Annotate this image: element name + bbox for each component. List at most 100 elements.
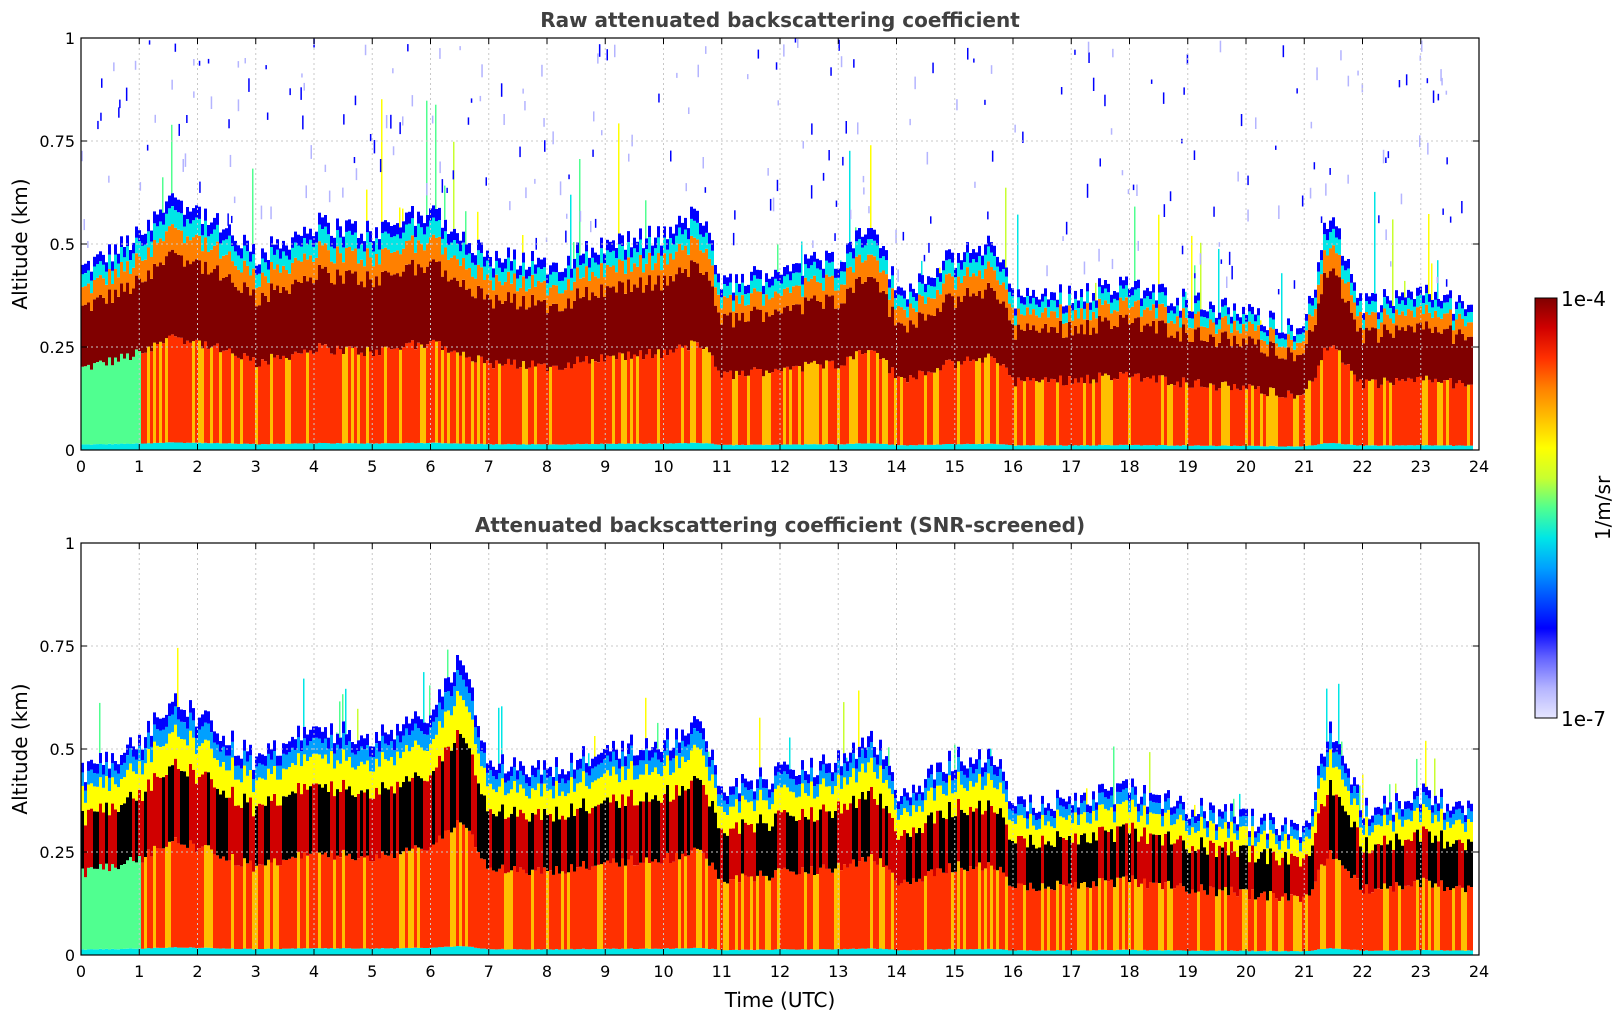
heatmap-cell <box>402 443 405 450</box>
heatmap-cell <box>1443 380 1446 446</box>
heatmap-cell <box>348 247 351 271</box>
heatmap-cell <box>498 267 501 282</box>
heatmap-cell <box>1281 397 1284 447</box>
heatmap-cell <box>954 871 957 950</box>
heatmap-cell <box>468 830 471 947</box>
heatmap-cell <box>1053 311 1056 328</box>
heatmap-cell <box>168 335 171 443</box>
heatmap-cell <box>714 949 717 955</box>
heatmap-cell <box>93 786 96 812</box>
noise-speck <box>1446 157 1448 165</box>
heatmap-cell <box>672 747 675 759</box>
heatmap-cell <box>318 212 321 225</box>
heatmap-cell <box>1332 268 1335 346</box>
heatmap-cell <box>1041 328 1044 380</box>
heatmap-cell <box>1440 308 1443 319</box>
heatmap-cell <box>930 277 933 287</box>
heatmap-cell <box>1179 387 1182 446</box>
heatmap-cell <box>354 948 357 955</box>
heatmap-cell <box>246 751 249 762</box>
heatmap-cell <box>1305 330 1308 344</box>
heatmap-cell <box>246 948 249 955</box>
noise-speck <box>186 115 188 123</box>
heatmap-cell <box>876 260 879 282</box>
heatmap-cell <box>606 948 609 955</box>
heatmap-cell <box>1293 398 1296 447</box>
heatmap-cell <box>1287 334 1290 348</box>
heatmap-cell <box>1113 445 1116 450</box>
heatmap-cell <box>966 287 969 357</box>
heatmap-cell <box>357 263 360 285</box>
noise-speck <box>863 187 865 195</box>
heatmap-cell <box>1086 303 1089 320</box>
noise-speck <box>411 95 414 107</box>
heatmap-cell <box>669 760 672 775</box>
heatmap-cell <box>723 296 726 314</box>
heatmap-cell <box>1131 323 1134 377</box>
heatmap-cell <box>1398 296 1401 304</box>
heatmap-cell <box>843 303 846 366</box>
heatmap-cell <box>549 366 552 445</box>
heatmap-cell <box>243 443 246 450</box>
heatmap-cell <box>870 443 873 450</box>
heatmap-cell <box>927 777 930 791</box>
heatmap-cell <box>294 279 297 352</box>
noise-speck <box>1110 128 1113 135</box>
heatmap-cell <box>807 281 810 301</box>
noise-speck <box>1282 45 1285 58</box>
heatmap-cell <box>702 225 705 237</box>
heatmap-cell <box>768 880 771 950</box>
heatmap-cell <box>678 227 681 244</box>
heatmap-cell <box>798 820 801 874</box>
heatmap-cell <box>270 283 273 354</box>
heatmap-cell <box>900 803 903 815</box>
heatmap-cell <box>150 948 153 955</box>
heatmap-cell <box>882 256 885 271</box>
heatmap-cell <box>132 798 135 862</box>
heatmap-cell <box>1317 262 1320 272</box>
heatmap-cell <box>171 334 174 443</box>
heatmap-cell <box>543 949 546 955</box>
heatmap-cell <box>861 262 864 284</box>
heatmap-cell <box>585 949 588 955</box>
heatmap-cell <box>705 443 708 450</box>
heatmap-cell <box>159 747 162 778</box>
heatmap-cell <box>1005 289 1008 308</box>
heatmap-cell <box>1029 303 1032 315</box>
heatmap-cell <box>129 260 132 274</box>
heatmap-cell <box>519 784 522 810</box>
heatmap-cell <box>204 771 207 845</box>
heatmap-cell <box>114 443 117 450</box>
heatmap-cell <box>1350 274 1353 283</box>
heatmap-cell <box>732 879 735 950</box>
heatmap-cell <box>300 235 303 247</box>
heatmap-cell <box>600 777 603 804</box>
heatmap-cell <box>1317 303 1320 366</box>
heatmap-cell <box>732 292 735 301</box>
heatmap-cell <box>1413 332 1416 382</box>
heatmap-cell <box>117 277 120 297</box>
heatmap-cell <box>1059 320 1062 376</box>
heatmap-cell <box>516 871 519 950</box>
heatmap-cell <box>537 783 540 809</box>
heatmap-cell <box>1356 445 1359 450</box>
heatmap-cell <box>741 273 744 283</box>
heatmap-cell <box>183 442 186 450</box>
heatmap-cell <box>1344 283 1347 303</box>
heatmap-cell <box>774 278 777 292</box>
heatmap-cell <box>693 716 696 728</box>
noise-speck <box>834 233 836 241</box>
heatmap-cell <box>957 861 960 949</box>
heatmap-cell <box>1431 332 1434 383</box>
heatmap-cell <box>414 740 417 773</box>
heatmap-cell <box>912 793 915 806</box>
heatmap-cell <box>336 948 339 955</box>
heatmap-cell <box>615 359 618 444</box>
signal-spike <box>618 123 620 234</box>
heatmap-cell <box>198 777 201 849</box>
noise-speck <box>783 44 785 57</box>
heatmap-cell <box>600 948 603 955</box>
heatmap-cell <box>264 765 267 780</box>
heatmap-cell <box>207 443 210 450</box>
heatmap-cell <box>987 282 990 354</box>
